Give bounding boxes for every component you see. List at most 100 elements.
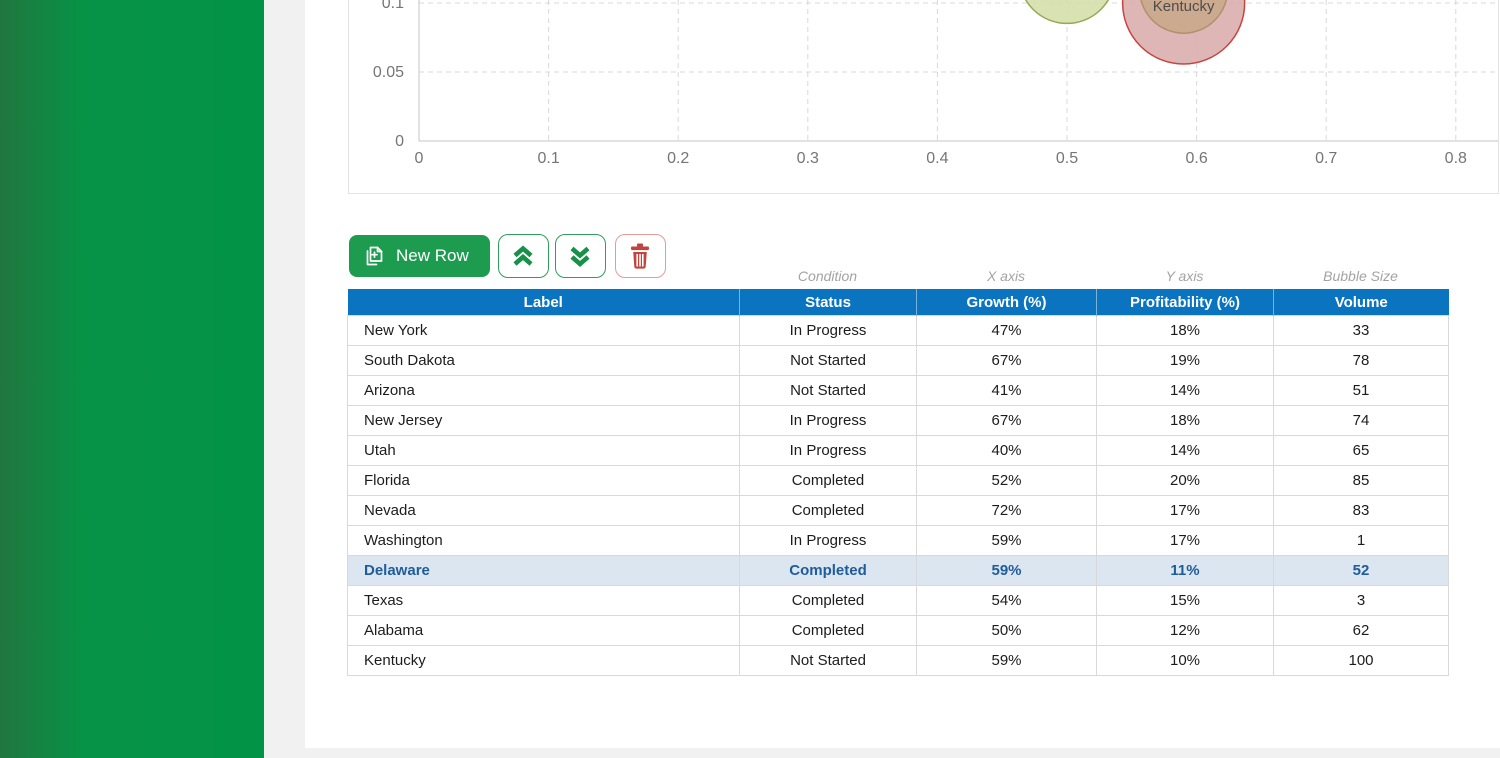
cell[interactable]: 52% xyxy=(916,465,1097,496)
cell[interactable]: 14% xyxy=(1096,375,1274,406)
cell[interactable]: 17% xyxy=(1096,525,1274,556)
table-row-utah[interactable]: Utah In Progress 40% 14% 65 xyxy=(347,435,1449,466)
cell[interactable]: In Progress xyxy=(739,525,917,556)
cell[interactable]: 62 xyxy=(1273,615,1449,646)
cell[interactable]: Completed xyxy=(739,555,917,586)
table-row-kentucky[interactable]: Kentucky Not Started 59% 10% 100 xyxy=(347,645,1449,676)
cell[interactable]: Completed xyxy=(739,465,917,496)
cell[interactable]: 59% xyxy=(916,555,1097,586)
cell[interactable]: 12% xyxy=(1096,615,1274,646)
cell[interactable]: 1 xyxy=(1273,525,1449,556)
cell[interactable]: 17% xyxy=(1096,495,1274,526)
cell[interactable]: 14% xyxy=(1096,435,1274,466)
cell[interactable]: 3 xyxy=(1273,585,1449,616)
cell[interactable]: 47% xyxy=(916,315,1097,346)
cell[interactable]: New York xyxy=(347,315,740,346)
cell[interactable]: Not Started xyxy=(739,375,917,406)
content-area: 0 0.1 0.2 0.3 0.4 0.5 0.6 0.7 0.8 0 0.05 0.1 Kentuck… xyxy=(305,0,1500,748)
x-tick-label: 0.7 xyxy=(1315,150,1337,167)
move-row-down-button[interactable] xyxy=(554,234,606,278)
cell[interactable]: 83 xyxy=(1273,495,1449,526)
bubble-delaware[interactable] xyxy=(1140,0,1228,34)
cell[interactable]: 51 xyxy=(1273,375,1449,406)
cell[interactable]: 54% xyxy=(916,585,1097,616)
cell[interactable]: 59% xyxy=(916,525,1097,556)
column-header-profitability: Profitability (%) xyxy=(1096,289,1274,316)
cell[interactable]: Delaware xyxy=(347,555,740,586)
y-tick-label: 0.05 xyxy=(373,64,404,81)
cell[interactable]: 78 xyxy=(1273,345,1449,376)
cell[interactable]: 18% xyxy=(1096,405,1274,436)
cell[interactable]: 50% xyxy=(916,615,1097,646)
column-header-growth: Growth (%) xyxy=(916,289,1097,316)
cell[interactable]: 40% xyxy=(916,435,1097,466)
table-row-washington[interactable]: Washington In Progress 59% 17% 1 xyxy=(347,525,1449,556)
bubble-alabama[interactable] xyxy=(1019,0,1115,25)
table-row-texas[interactable]: Texas Completed 54% 15% 3 xyxy=(347,585,1449,616)
cell[interactable]: 10% xyxy=(1096,645,1274,676)
column-annotations: Condition X axis Y axis Bubble Size xyxy=(347,266,1448,287)
delete-row-button[interactable] xyxy=(614,234,666,278)
cell[interactable]: Nevada xyxy=(347,495,740,526)
add-row-icon xyxy=(362,244,386,268)
cell[interactable]: Completed xyxy=(739,615,917,646)
cell[interactable]: Alabama xyxy=(347,615,740,646)
x-tick-label: 0.8 xyxy=(1445,150,1467,167)
cell[interactable]: 72% xyxy=(916,495,1097,526)
cell[interactable]: 74 xyxy=(1273,405,1449,436)
x-tick-label: 0.1 xyxy=(537,150,559,167)
table-row-delaware[interactable]: Delaware Completed 59% 11% 52 xyxy=(347,555,1449,586)
cell[interactable]: Not Started xyxy=(739,645,917,676)
table-row-new-jersey[interactable]: New Jersey In Progress 67% 18% 74 xyxy=(347,405,1449,436)
cell[interactable]: 19% xyxy=(1096,345,1274,376)
cell[interactable]: Washington xyxy=(347,525,740,556)
annotation-x-axis: X axis xyxy=(986,268,1026,284)
cell[interactable]: South Dakota xyxy=(347,345,740,376)
cell[interactable]: Completed xyxy=(739,495,917,526)
x-tick-label: 0.6 xyxy=(1185,150,1207,167)
cell[interactable]: Utah xyxy=(347,435,740,466)
bubble-chart-panel: 0 0.1 0.2 0.3 0.4 0.5 0.6 0.7 0.8 0 0.05 0.1 Kentuck… xyxy=(348,0,1499,194)
cell[interactable]: 65 xyxy=(1273,435,1449,466)
table-row-nevada[interactable]: Nevada Completed 72% 17% 83 xyxy=(347,495,1449,526)
cell[interactable]: 67% xyxy=(916,345,1097,376)
new-row-label: New Row xyxy=(396,246,469,265)
column-header-status: Status xyxy=(739,289,917,316)
table-row-alabama[interactable]: Alabama Completed 50% 12% 62 xyxy=(347,615,1449,646)
cell[interactable]: Completed xyxy=(739,585,917,616)
table-row-arizona[interactable]: Arizona Not Started 41% 14% 51 xyxy=(347,375,1449,406)
cell[interactable]: 67% xyxy=(916,405,1097,436)
cell[interactable]: 18% xyxy=(1096,315,1274,346)
cell[interactable]: In Progress xyxy=(739,405,917,436)
cell[interactable]: Not Started xyxy=(739,345,917,376)
x-tick-label: 0.4 xyxy=(926,150,948,167)
table-row-south-dakota[interactable]: South Dakota Not Started 67% 19% 78 xyxy=(347,345,1449,376)
column-header-label: Label xyxy=(347,289,740,316)
data-table: Label Status Growth (%) Profitability (%) Vo… xyxy=(347,289,1449,676)
new-row-button[interactable]: New Row xyxy=(349,235,490,277)
cell[interactable]: Arizona xyxy=(347,375,740,406)
cell[interactable]: 33 xyxy=(1273,315,1449,346)
cell[interactable]: New Jersey xyxy=(347,405,740,436)
cell[interactable]: 20% xyxy=(1096,465,1274,496)
cell[interactable]: 15% xyxy=(1096,585,1274,616)
table-row-florida[interactable]: Florida Completed 52% 20% 85 xyxy=(347,465,1449,496)
annotation-empty xyxy=(347,266,739,287)
cell[interactable]: 11% xyxy=(1096,555,1274,586)
cell[interactable]: In Progress xyxy=(739,315,917,346)
x-tick-label: 0.2 xyxy=(667,150,689,167)
cell[interactable]: 52 xyxy=(1273,555,1449,586)
cell[interactable]: Kentucky xyxy=(347,645,740,676)
cell[interactable]: In Progress xyxy=(739,435,917,466)
cell[interactable]: 100 xyxy=(1273,645,1449,676)
cell[interactable]: Texas xyxy=(347,585,740,616)
move-row-up-button[interactable] xyxy=(497,234,549,278)
cell[interactable]: 59% xyxy=(916,645,1097,676)
table-row-new-york[interactable]: New York In Progress 47% 18% 33 xyxy=(347,315,1449,346)
bubble-label: Kentucky xyxy=(1153,0,1215,15)
annotation-y-axis: Y axis xyxy=(1165,268,1204,284)
cell[interactable]: Florida xyxy=(347,465,740,496)
sidebar xyxy=(0,0,264,758)
cell[interactable]: 85 xyxy=(1273,465,1449,496)
cell[interactable]: 41% xyxy=(916,375,1097,406)
